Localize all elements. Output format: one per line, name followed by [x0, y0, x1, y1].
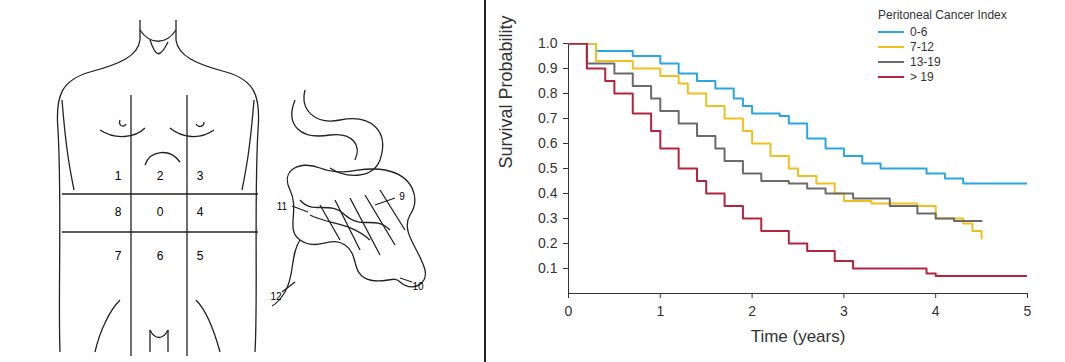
svg-text:0: 0 [157, 205, 164, 219]
svg-text:7: 7 [115, 249, 122, 263]
svg-text:0: 0 [565, 303, 573, 319]
svg-text:0.2: 0.2 [538, 235, 558, 251]
svg-text:0.9: 0.9 [538, 60, 558, 76]
svg-text:0.4: 0.4 [538, 185, 558, 201]
html-text:13-19: 13-19 [910, 54, 941, 69]
svg-text:9: 9 [399, 191, 405, 202]
svg-text:Time (years): Time (years) [751, 327, 846, 346]
svg-text:8: 8 [115, 205, 122, 219]
svg-text:0.3: 0.3 [538, 210, 558, 226]
svg-text:11: 11 [277, 201, 288, 212]
svg-text:1: 1 [656, 303, 664, 319]
svg-text:5: 5 [197, 249, 204, 263]
html-text:7-12: 7-12 [910, 39, 934, 54]
html-text:Peritoneal Cancer Index: Peritoneal Cancer Index [878, 8, 1007, 22]
svg-text:12: 12 [270, 291, 282, 302]
svg-text:0.5: 0.5 [538, 160, 558, 176]
svg-text:0.1: 0.1 [538, 260, 558, 276]
svg-text:Survival Probability: Survival Probability [496, 15, 516, 168]
svg-text:4: 4 [932, 303, 940, 319]
svg-text:6: 6 [157, 249, 164, 263]
svg-text:3: 3 [197, 169, 204, 183]
svg-text:0.7: 0.7 [538, 110, 558, 126]
svg-text:1: 1 [115, 169, 122, 183]
svg-text:0.8: 0.8 [538, 85, 558, 101]
html-text:> 19: > 19 [910, 69, 934, 84]
svg-text:3: 3 [840, 303, 848, 319]
svg-text:2: 2 [157, 169, 164, 183]
svg-text:2: 2 [748, 303, 756, 319]
svg-text:5: 5 [1024, 303, 1032, 319]
svg-text:4: 4 [197, 205, 204, 219]
svg-text:1.0: 1.0 [538, 35, 558, 51]
html-text:0-6: 0-6 [910, 24, 928, 39]
svg-text:10: 10 [412, 281, 424, 292]
svg-text:0.6: 0.6 [538, 135, 558, 151]
